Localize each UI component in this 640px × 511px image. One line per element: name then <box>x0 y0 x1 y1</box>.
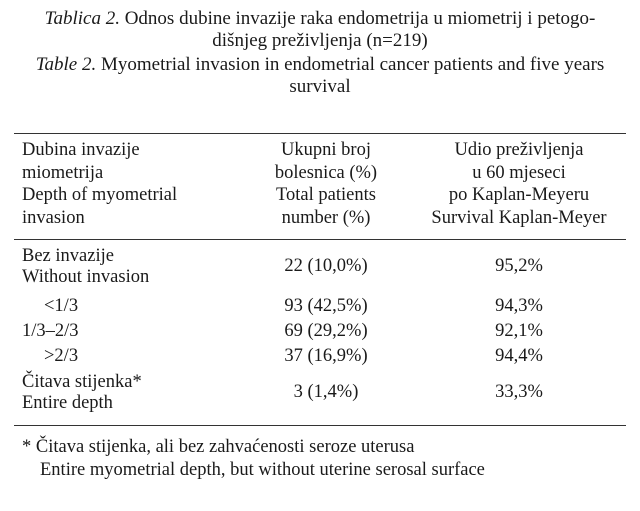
row-label-line: Entire depth <box>22 393 113 413</box>
header-patients-line: bolesnica (%) <box>274 162 378 183</box>
header-patients: Ukupni broj bolesnica (%) Total patients… <box>240 139 412 229</box>
caption-text-en-line2: survival <box>289 76 351 97</box>
header-depth-line: Dubina invazije <box>22 140 140 160</box>
row-label: Čitava stijenka* Entire depth <box>22 372 232 414</box>
table-header-rule <box>14 239 626 240</box>
caption-label-hr: Tablica 2. <box>44 8 120 29</box>
header-survival-line: u 60 mjeseci <box>472 162 566 183</box>
row-patients: 93 (42,5%) <box>284 296 368 316</box>
row-survival: 33,3% <box>495 382 543 402</box>
footnote-line-hr: * Čitava stijenka, ali bez zahvaćenosti … <box>22 437 415 457</box>
table-bottom-rule <box>14 425 626 426</box>
header-depth-line: Depth of myometrial <box>22 185 178 205</box>
row-label: >2/3 <box>44 346 79 366</box>
row-label: 1/3–2/3 <box>22 321 79 341</box>
row-survival: 92,1% <box>495 321 543 341</box>
caption-text-hr-line2: dišnjeg preživljenja (n=219) <box>212 30 428 51</box>
table-footnote: * Čitava stijenka, ali bez zahvaćenosti … <box>22 436 622 481</box>
header-depth: Dubina invazije miometrija Depth of myom… <box>22 139 232 229</box>
header-depth-line: miometrija <box>22 162 104 183</box>
header-patients-line: Ukupni broj <box>281 140 371 160</box>
row-label-line: Bez invazije <box>22 246 114 266</box>
header-survival: Udio preživljenja u 60 mjeseci po Kaplan… <box>416 139 622 229</box>
table-top-rule <box>14 133 626 134</box>
row-survival: 95,2% <box>495 256 543 276</box>
row-label: <1/3 <box>44 296 79 316</box>
row-survival: 94,4% <box>495 346 543 366</box>
header-survival-line: Udio preživljenja <box>454 140 584 160</box>
table-caption: Tablica 2. Odnos dubine invazije raka en… <box>0 8 640 98</box>
header-patients-line: number (%) <box>281 207 371 228</box>
row-survival: 94,3% <box>495 296 543 316</box>
footnote-line-en: Entire myometrial depth, but without ute… <box>40 459 485 480</box>
row-patients: 37 (16,9%) <box>284 346 368 366</box>
header-depth-line: invasion <box>22 207 85 228</box>
caption-english: Table 2. Myometrial invasion in endometr… <box>0 54 640 98</box>
header-patients-line: Total patients <box>276 185 376 205</box>
row-label-line: Without invasion <box>22 267 150 287</box>
row-patients: 3 (1,4%) <box>293 382 359 402</box>
header-survival-line: po Kaplan-Meyeru <box>448 185 590 205</box>
row-label: Bez invazije Without invasion <box>22 246 232 288</box>
caption-label-en: Table 2. <box>35 54 97 75</box>
header-survival-line: Survival Kaplan-Meyer <box>431 207 607 228</box>
caption-text-hr: Odnos dubine invazije raka endometrija u… <box>124 8 596 29</box>
row-patients: 22 (10,0%) <box>284 256 368 276</box>
caption-croatian: Tablica 2. Odnos dubine invazije raka en… <box>0 8 640 52</box>
caption-text-en: Myometrial invasion in endometrial cance… <box>100 54 605 75</box>
row-patients: 69 (29,2%) <box>284 321 368 341</box>
row-label-line: Čitava stijenka* <box>22 372 142 392</box>
